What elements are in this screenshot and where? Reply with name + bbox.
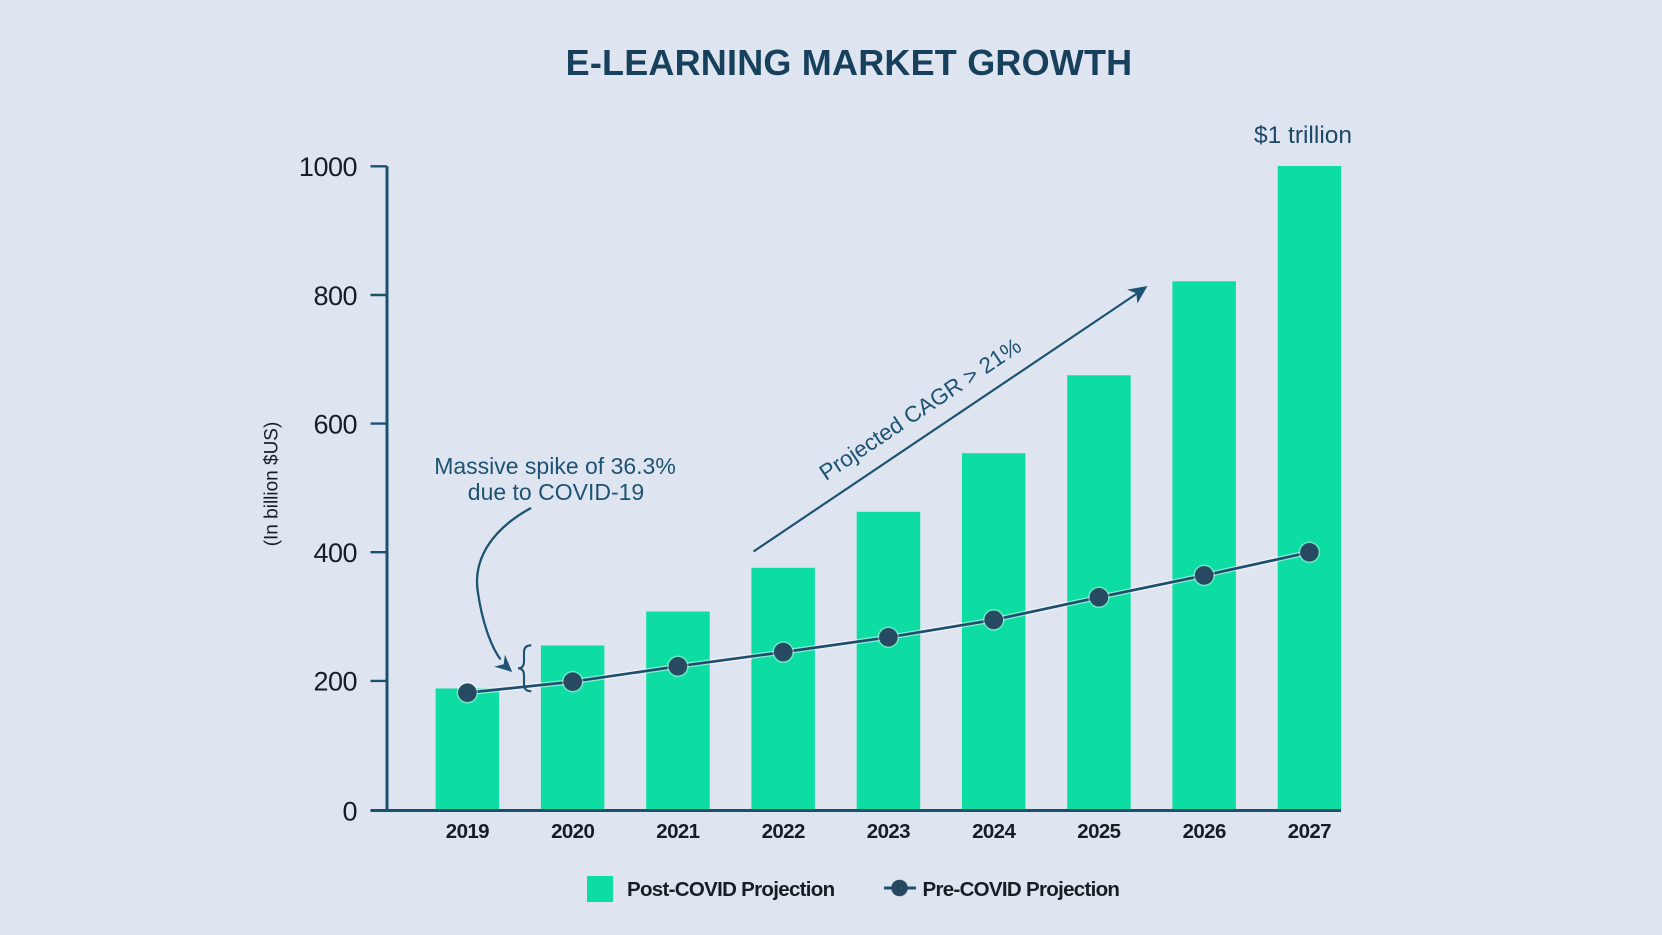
- svg-text:2022: 2022: [762, 820, 805, 843]
- svg-text:(In billion $US): (In billion $US): [262, 422, 283, 547]
- svg-text:400: 400: [313, 538, 357, 568]
- svg-text:2027: 2027: [1288, 820, 1331, 843]
- svg-text:200: 200: [313, 667, 357, 697]
- svg-text:2021: 2021: [656, 820, 699, 843]
- svg-text:Post-COVID Projection: Post-COVID Projection: [627, 878, 835, 901]
- svg-text:2025: 2025: [1077, 820, 1120, 843]
- svg-text:600: 600: [313, 409, 357, 439]
- svg-text:2026: 2026: [1183, 820, 1226, 843]
- svg-text:800: 800: [313, 281, 357, 311]
- svg-text:2024: 2024: [972, 820, 1016, 843]
- svg-text:Pre-COVID Projection: Pre-COVID Projection: [923, 878, 1120, 901]
- svg-text:0: 0: [342, 796, 357, 826]
- svg-text:E-LEARNING MARKET GROWTH: E-LEARNING MARKET GROWTH: [566, 42, 1133, 83]
- svg-text:Massive spike of 36.3%: Massive spike of 36.3%: [434, 453, 676, 479]
- svg-text:2023: 2023: [867, 820, 910, 843]
- svg-text:2019: 2019: [446, 820, 489, 843]
- svg-text:$1 trillion: $1 trillion: [1254, 122, 1352, 149]
- svg-text:1000: 1000: [299, 152, 357, 182]
- svg-text:due to COVID-19: due to COVID-19: [468, 479, 644, 505]
- svg-text:2020: 2020: [551, 820, 594, 843]
